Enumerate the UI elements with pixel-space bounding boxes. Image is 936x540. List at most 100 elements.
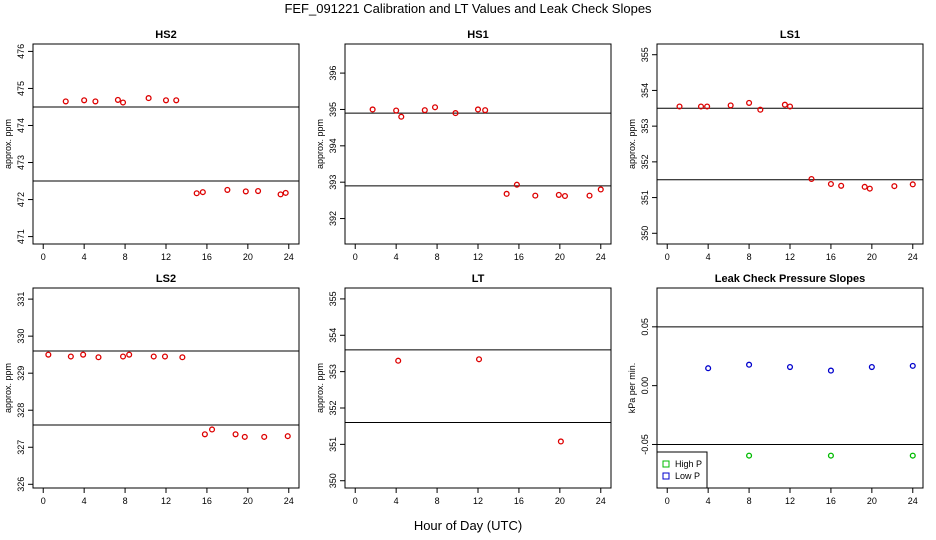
data-point	[282, 189, 289, 196]
x-tick-label: 0	[41, 496, 46, 506]
y-tick-label: 353	[640, 119, 650, 134]
data-point	[827, 180, 834, 188]
y-tick-label: 355	[328, 291, 338, 306]
plot-frame	[32, 287, 300, 489]
y-tick-label: 350	[328, 473, 338, 488]
legend: High P Low P	[656, 451, 708, 489]
y-axis-label: approx. ppm	[315, 119, 325, 169]
legend-box	[656, 451, 708, 489]
y-tick-label: 327	[16, 440, 26, 455]
x-tick-label: 16	[826, 496, 836, 506]
x-tick-label: 24	[284, 252, 294, 262]
y-axis-label: approx. ppm	[315, 363, 325, 413]
x-tick-label: 12	[473, 252, 483, 262]
y-tick-label: 354	[640, 83, 650, 98]
figure-title: FEF_091221 Calibration and LT Values and…	[284, 1, 652, 16]
data-point	[746, 361, 753, 368]
y-axis-label: approx. ppm	[627, 119, 637, 169]
data-point	[208, 426, 216, 433]
panel-title: LS1	[780, 29, 800, 41]
y-axis-label: approx. ppm	[3, 363, 13, 413]
data-point	[909, 181, 916, 188]
data-point	[676, 103, 683, 110]
data-point	[555, 191, 562, 198]
y-tick-label: 328	[16, 403, 26, 418]
x-tick-label: 0	[353, 252, 358, 262]
data-point	[827, 452, 834, 459]
x-tick-label: 24	[284, 496, 294, 506]
y-tick-label: 395	[328, 102, 338, 117]
x-tick-label: 20	[555, 252, 565, 262]
y-tick-label: 351	[640, 190, 650, 205]
y-tick-label: 331	[16, 292, 26, 307]
y-tick-label: 471	[16, 229, 26, 244]
x-tick-label: 24	[596, 252, 606, 262]
data-point	[92, 98, 99, 105]
data-point	[597, 186, 604, 193]
x-axis-label: Hour of Day (UTC)	[413, 518, 523, 533]
x-tick-label: 12	[161, 252, 171, 262]
x-tick-label: 8	[123, 252, 128, 262]
data-point	[727, 102, 734, 109]
data-point	[179, 354, 186, 361]
data-point	[62, 98, 69, 105]
data-point	[452, 110, 459, 117]
data-point	[255, 187, 262, 195]
data-point	[398, 113, 405, 120]
x-tick-label: 12	[161, 496, 171, 506]
data-point	[532, 192, 539, 199]
legend-label: High P	[675, 459, 702, 469]
data-point	[909, 362, 916, 369]
y-tick-label: 352	[328, 400, 338, 415]
x-tick-label: 8	[747, 496, 752, 506]
data-point	[161, 353, 169, 360]
data-point	[868, 364, 875, 371]
x-tick-label: 16	[826, 252, 836, 262]
data-point	[261, 433, 268, 440]
data-point	[421, 107, 428, 114]
data-point	[827, 367, 834, 374]
data-point	[557, 438, 564, 445]
x-tick-label: 16	[514, 252, 524, 262]
data-point	[513, 181, 520, 188]
chart-panel-3: LS1 approx. ppm 0 4 8 12 16 20 24 350 351 352 353 354…	[627, 29, 924, 262]
panel-title: LT	[472, 273, 485, 285]
plot-frame	[656, 43, 924, 245]
y-tick-label: 326	[16, 477, 26, 492]
data-point	[503, 190, 510, 197]
x-tick-label: 8	[435, 496, 440, 506]
y-tick-label: 473	[16, 155, 26, 170]
x-tick-label: 0	[665, 496, 670, 506]
y-tick-label: 475	[16, 81, 26, 96]
y-tick-label: 392	[328, 211, 338, 226]
x-tick-label: 4	[706, 252, 711, 262]
data-point	[241, 433, 248, 440]
data-point	[242, 188, 249, 195]
chart-panel-4: LS2 approx. ppm 0 4 8 12 16 20 24 326 327 328 329 330…	[3, 273, 300, 506]
y-tick-label: -0.05	[640, 434, 650, 455]
data-point	[475, 356, 483, 363]
x-tick-label: 4	[706, 496, 711, 506]
data-point	[909, 452, 916, 459]
chart-panel-1: HS2 approx. ppm 0 4 8 12 16 20 24 471 472 473 474 475…	[3, 29, 300, 262]
x-tick-label: 0	[41, 252, 46, 262]
x-tick-label: 8	[123, 496, 128, 506]
data-point	[173, 97, 180, 104]
y-axis-label: kPa per min.	[627, 363, 637, 414]
y-tick-label: 396	[328, 66, 338, 81]
data-point	[224, 186, 231, 193]
data-point	[162, 97, 170, 104]
data-point	[482, 107, 489, 114]
y-tick-label: 352	[640, 154, 650, 169]
y-tick-label: 354	[328, 328, 338, 343]
data-point	[199, 189, 206, 196]
data-point	[114, 96, 121, 103]
data-point	[808, 175, 815, 183]
x-tick-label: 16	[202, 252, 212, 262]
data-point	[705, 365, 712, 372]
x-tick-label: 20	[243, 252, 253, 262]
x-tick-label: 4	[82, 252, 87, 262]
panel-title: HS2	[155, 29, 176, 41]
data-point	[746, 452, 753, 459]
